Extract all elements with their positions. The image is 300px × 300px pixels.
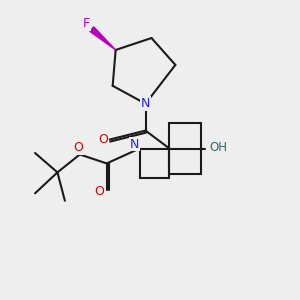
Text: N: N <box>141 97 150 110</box>
Text: O: O <box>94 185 104 198</box>
Text: O: O <box>74 141 83 154</box>
Text: N: N <box>130 137 139 151</box>
Text: OH: OH <box>209 141 227 154</box>
Polygon shape <box>90 27 116 50</box>
Text: O: O <box>98 133 108 146</box>
Text: F: F <box>83 17 90 30</box>
